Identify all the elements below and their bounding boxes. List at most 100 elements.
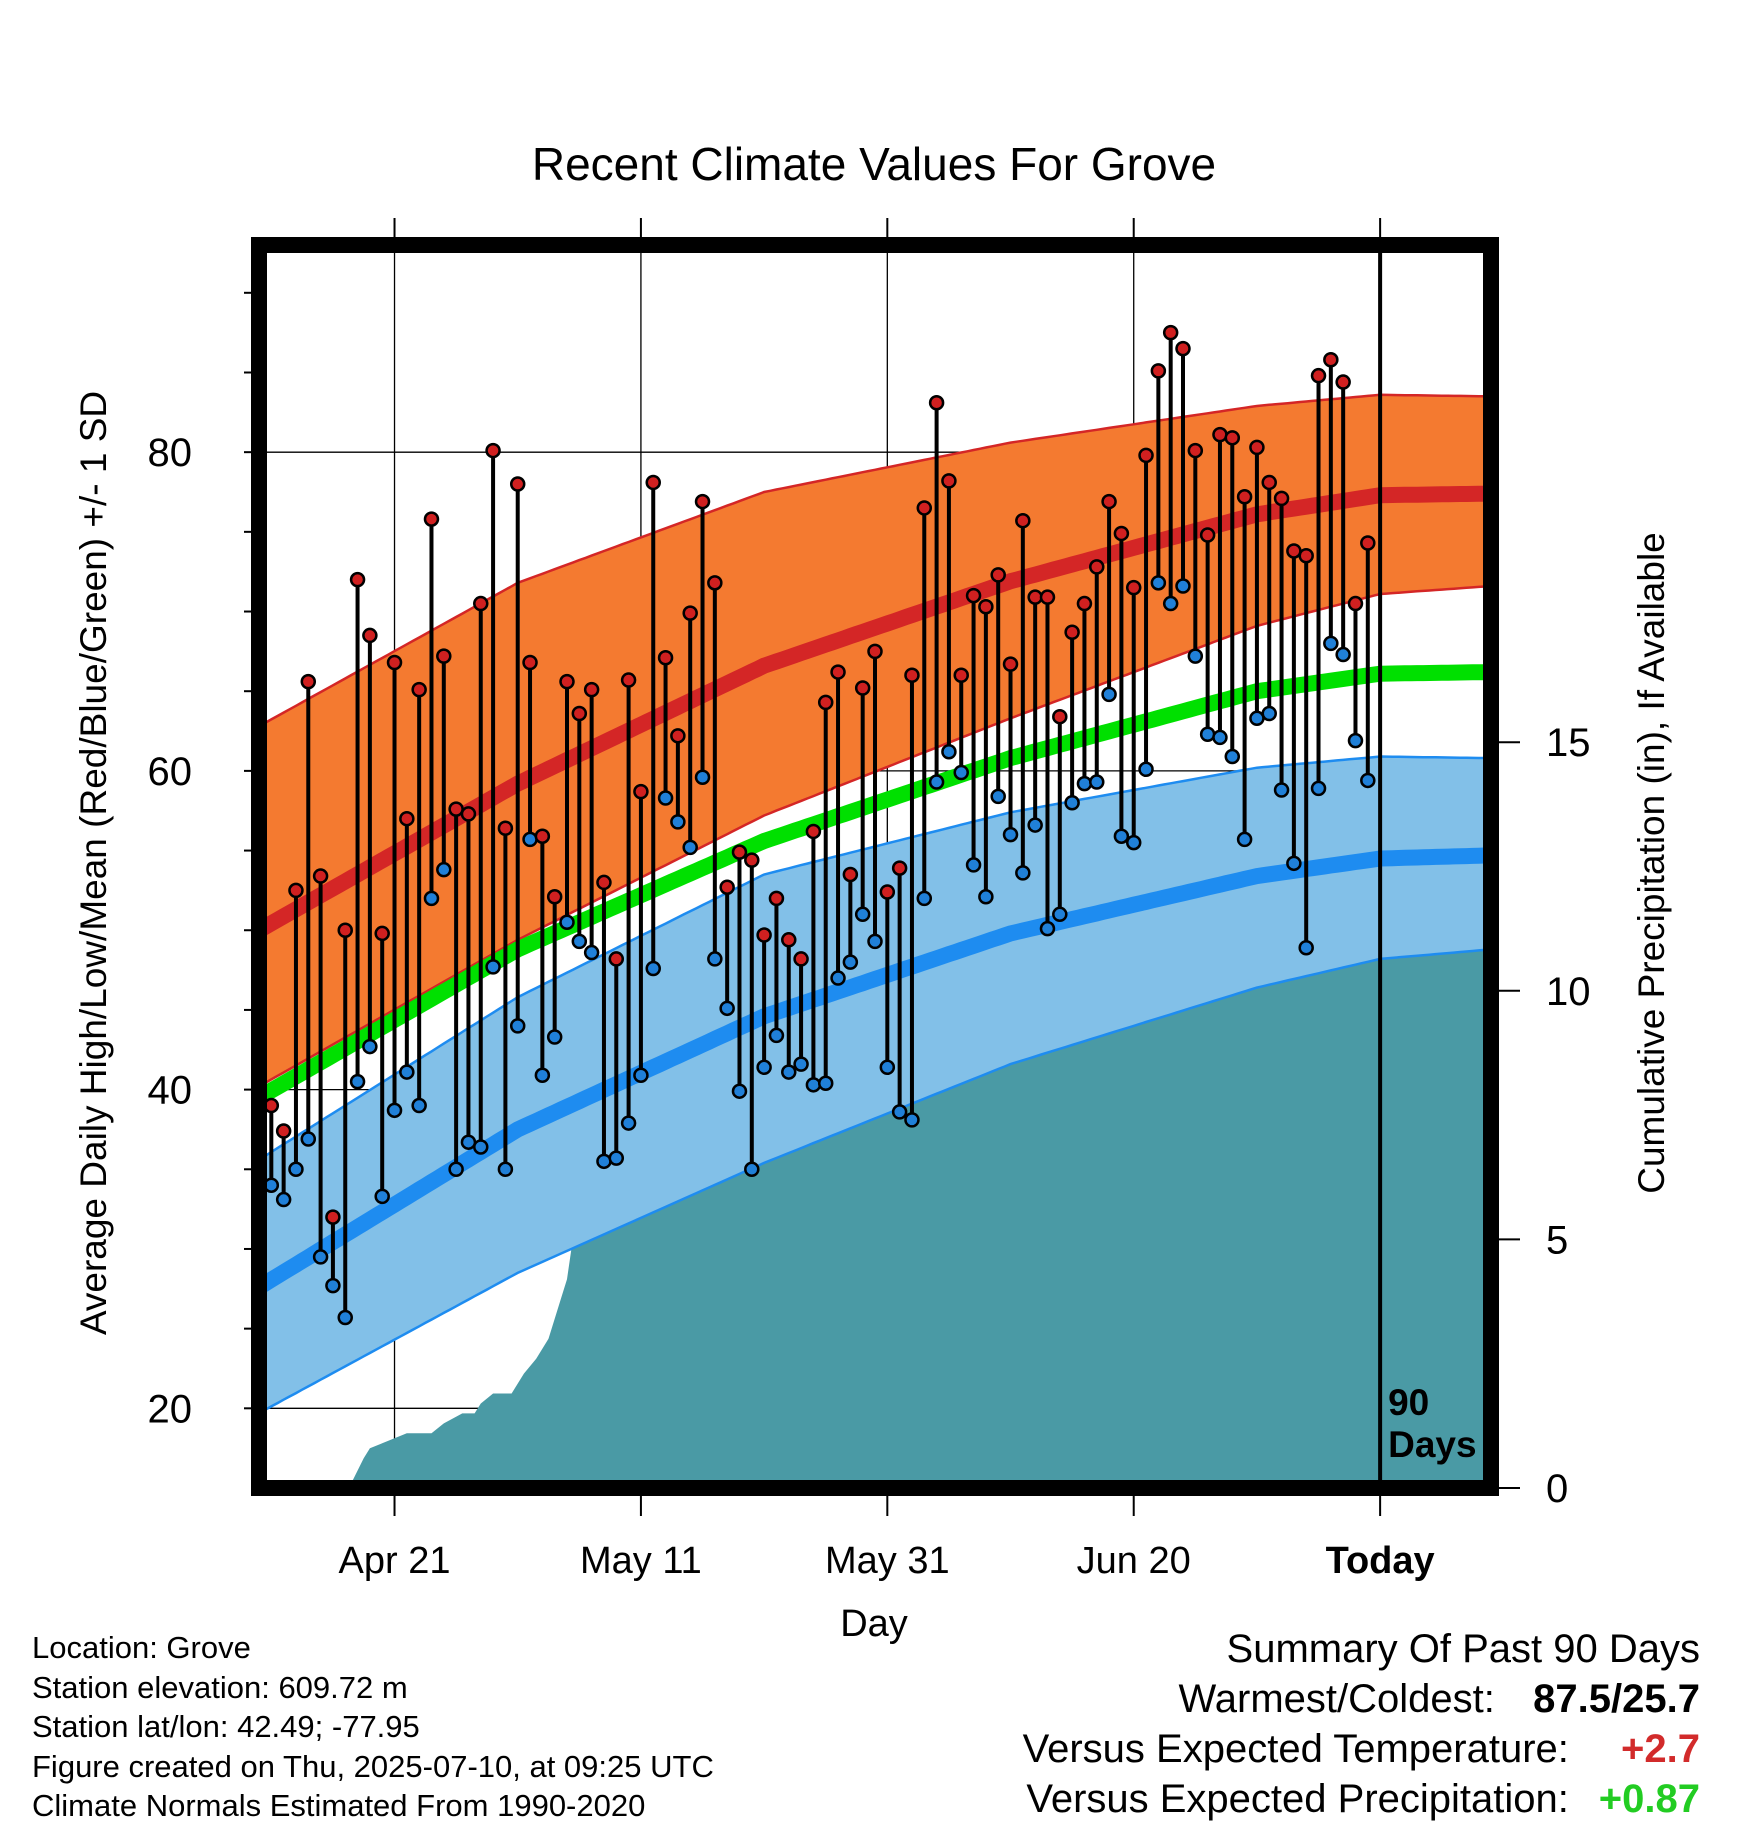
daily-low-point: [1224, 748, 1241, 765]
daily-low-point: [682, 839, 698, 856]
temp-value: +2.7: [1621, 1727, 1700, 1771]
daily-high-point: [509, 476, 526, 492]
daily-high-point: [473, 595, 489, 612]
daily-low-point: [867, 933, 883, 950]
daily-high-point: [546, 889, 563, 905]
daily-high-point: [916, 500, 933, 516]
daily-high-point: [522, 654, 538, 671]
daily-low-point: [670, 814, 686, 830]
daily-high-point: [965, 587, 982, 604]
daily-high-point: [423, 511, 440, 527]
daily-high-point: [337, 922, 353, 938]
daily-low-point: [559, 914, 575, 931]
daily-low-point: [731, 1083, 748, 1099]
precip-value: +0.87: [1598, 1777, 1700, 1821]
daily-high-point: [1236, 489, 1253, 505]
daily-low-point: [1162, 595, 1179, 612]
daily-high-point: [928, 395, 945, 411]
temp-label: Versus Expected Temperature:: [1022, 1727, 1569, 1771]
daily-low-point: [657, 790, 674, 806]
daily-high-point: [275, 1123, 292, 1139]
daily-low-point: [1273, 782, 1290, 798]
daily-high-point: [978, 598, 994, 615]
daily-high-point: [1076, 595, 1093, 612]
x-tick-label: May 31: [825, 1540, 950, 1582]
daily-high-point: [1002, 656, 1019, 672]
daily-low-point: [583, 944, 600, 961]
daily-low-point: [1335, 646, 1351, 663]
daily-high-point: [879, 884, 896, 900]
daily-high-point: [620, 672, 637, 688]
temp-row: Versus Expected Temperature: +2.7: [1023, 1724, 1700, 1774]
daily-low-point: [990, 788, 1006, 805]
daily-low-point: [1261, 705, 1277, 722]
daily-high-point: [1310, 367, 1327, 384]
daily-low-point: [448, 1161, 464, 1178]
daily-high-point: [288, 882, 304, 899]
daily-high-point: [312, 868, 329, 884]
x-axis-label: Day: [840, 1603, 908, 1645]
daily-low-point: [608, 1150, 625, 1166]
daily-low-point: [1089, 774, 1105, 790]
x-tick-label: Apr 21: [339, 1540, 451, 1582]
daily-low-point: [928, 774, 945, 790]
daily-low-point: [1249, 710, 1265, 727]
daily-low-point: [596, 1153, 612, 1170]
daily-low-point: [337, 1309, 353, 1326]
daily-high-point: [1175, 340, 1191, 357]
low-normal-line: [259, 847, 1491, 1295]
x-tick-label: Today: [1326, 1540, 1435, 1582]
y2-tick-label: 0: [1546, 1467, 1568, 1511]
daily-low-point: [965, 857, 982, 873]
daily-high-point: [1224, 430, 1241, 446]
daily-low-point: [349, 1073, 366, 1090]
daily-low-point: [325, 1277, 341, 1294]
daily-high-point: [731, 844, 748, 860]
daily-low-point: [891, 1104, 908, 1120]
daily-low-point: [941, 744, 957, 760]
daily-high-point: [596, 874, 612, 891]
daily-high-point: [657, 649, 674, 666]
daily-low-point: [1347, 732, 1364, 749]
daily-high-point: [1249, 439, 1265, 456]
daily-high-point: [768, 890, 785, 907]
daily-high-point: [1298, 548, 1314, 564]
warm-cold-row: Warmest/Coldest: 87.5/25.7: [1023, 1674, 1701, 1724]
x-tick-label: May 11: [580, 1540, 702, 1582]
daily-low-point: [817, 1075, 834, 1091]
daily-low-point: [756, 1059, 772, 1076]
summary-panel: Summary Of Past 90 Days Warmest/Coldest:…: [1023, 1624, 1700, 1824]
daily-high-point: [682, 605, 698, 621]
daily-low-point: [312, 1249, 329, 1265]
daily-high-point: [436, 648, 452, 664]
daily-low-point: [485, 959, 501, 975]
daily-high-point: [583, 681, 600, 698]
daily-high-point: [1113, 525, 1130, 542]
daily-high-point: [448, 801, 464, 817]
daily-low-point: [411, 1097, 427, 1114]
daily-low-point: [1360, 772, 1376, 789]
daily-high-point: [1273, 490, 1290, 507]
plot-area: [259, 245, 1491, 1488]
y-axis-label: Average Daily High/Low/Mean (Red/Blue/Gr…: [73, 391, 114, 1335]
daily-high-point: [411, 681, 427, 698]
daily-high-point: [1027, 589, 1043, 605]
daily-low-point: [1310, 780, 1327, 797]
daily-low-point: [904, 1112, 920, 1128]
daily-high-point: [744, 852, 760, 868]
daily-low-point: [1150, 575, 1167, 591]
daily-high-point: [793, 951, 809, 967]
daily-low-point: [978, 889, 994, 905]
daily-high-point: [1199, 527, 1216, 543]
daily-high-point: [1323, 351, 1339, 368]
daily-low-point: [781, 1064, 797, 1080]
daily-low-point: [399, 1064, 415, 1080]
location-text: Location: Grove: [32, 1630, 251, 1665]
daily-high-point: [1187, 442, 1204, 459]
daily-high-point: [1150, 363, 1167, 379]
daily-high-point: [842, 866, 859, 883]
y2-tick-label: 15: [1546, 721, 1591, 765]
daily-high-point: [1138, 447, 1154, 464]
